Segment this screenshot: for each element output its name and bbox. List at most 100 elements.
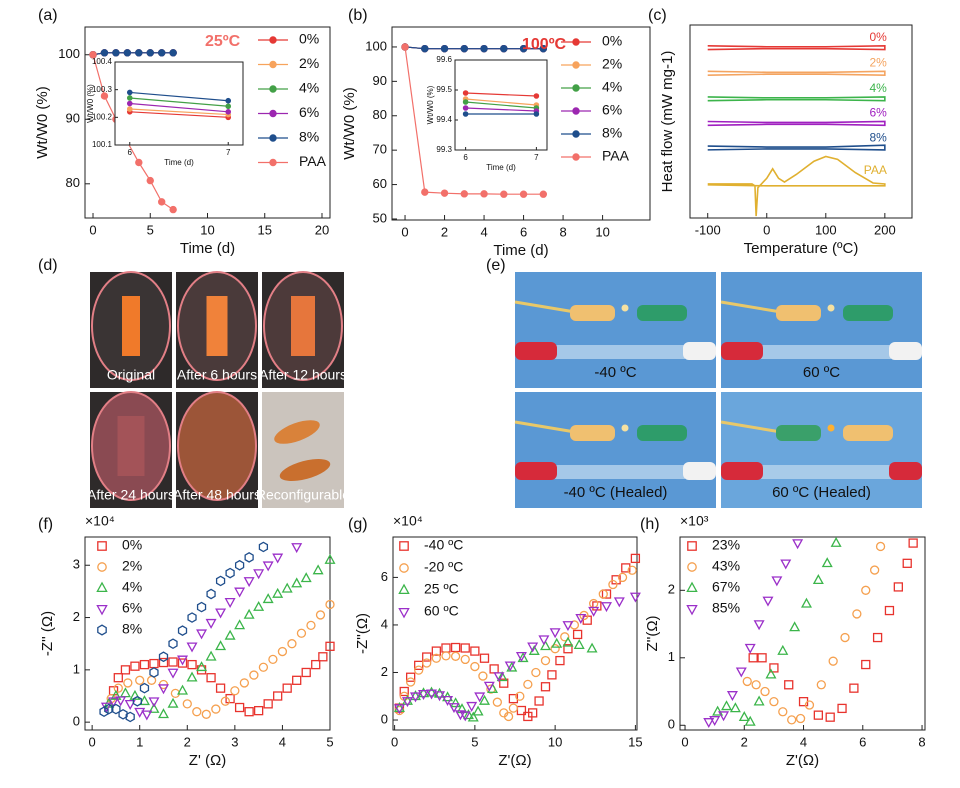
gel-strip <box>555 465 685 479</box>
y-axis-label: Z''(Ω) <box>644 615 661 651</box>
wire <box>720 300 782 314</box>
series-line <box>129 91 229 102</box>
y-tick-label: 100.2 <box>92 112 113 121</box>
scatter-point <box>608 579 618 590</box>
scatter-point <box>861 585 871 595</box>
data-point <box>539 190 548 198</box>
scatter-point <box>113 683 123 693</box>
x-axis-label: Time (d) <box>164 158 194 167</box>
data-point <box>135 49 143 57</box>
scatter-point <box>450 642 461 653</box>
data-point <box>123 49 132 57</box>
series-line <box>465 92 537 97</box>
curve-label: 6% <box>869 106 887 120</box>
scatter-point <box>872 632 883 643</box>
wire <box>514 420 576 434</box>
x-tick-label: 4 <box>480 224 487 239</box>
x-tick-label: 2 <box>741 734 748 749</box>
scatter-point <box>129 689 141 700</box>
photo <box>721 272 922 388</box>
scatter-point <box>499 678 509 688</box>
panel-label: (a) <box>38 7 58 24</box>
y-tick-label: 50 <box>373 210 387 225</box>
scatter-point <box>291 577 303 588</box>
hydrogel-sample <box>122 296 140 356</box>
scatter-point <box>709 716 721 727</box>
x-tick-label: 15 <box>628 734 642 749</box>
scatter-point <box>753 695 765 706</box>
x-tick-label: 0 <box>681 734 688 749</box>
scatter-point <box>301 667 311 678</box>
data-point <box>440 189 449 197</box>
y-tick-label: 3 <box>73 557 80 572</box>
scatter-point <box>534 696 544 706</box>
scatter-point <box>401 697 413 708</box>
clip <box>683 462 716 480</box>
scatter-point <box>230 686 240 696</box>
scatter-point <box>852 609 862 619</box>
scatter-point <box>249 670 259 680</box>
y-axis-label: Heat flow (mW mg-1) <box>659 51 676 193</box>
scatter-point <box>224 598 236 609</box>
scatter-point <box>273 691 283 701</box>
y-tick-label: 60 <box>373 176 387 191</box>
scatter-point <box>244 707 254 717</box>
scatter-point <box>234 619 246 630</box>
scatter-point <box>149 667 159 678</box>
scatter-point <box>205 618 217 629</box>
scatter-point <box>531 667 541 678</box>
series-line <box>707 120 886 127</box>
legend-marker <box>96 581 108 593</box>
y-tick-label: 0 <box>668 717 675 732</box>
scatter-point <box>849 683 859 693</box>
y-axis-label: Wt/W0 (%) <box>34 86 51 159</box>
data-point <box>480 44 488 53</box>
scatter-point <box>234 702 245 713</box>
x-axis-label: Time (d) <box>493 242 548 259</box>
scatter-point <box>262 593 274 604</box>
scatter-point <box>215 575 226 587</box>
clip <box>776 305 821 321</box>
scatter-point <box>110 689 122 700</box>
scatter-point <box>414 660 424 670</box>
photo-caption: 60 ºC <box>803 364 840 381</box>
x-tick-label: 7 <box>534 153 539 162</box>
x-axis-label: Time (d) <box>486 163 516 172</box>
scatter-point <box>434 691 446 702</box>
scatter-point <box>787 715 797 725</box>
scatter-point <box>515 691 525 701</box>
scatter-point <box>196 629 208 640</box>
scatter-point <box>586 642 598 653</box>
scatter-point <box>225 567 235 579</box>
scatter-point <box>506 661 518 672</box>
x-tick-label: 100 <box>815 222 837 237</box>
scatter-point <box>281 582 293 593</box>
scatter-point <box>821 557 833 568</box>
scatter-point <box>187 659 197 670</box>
scatter-point <box>496 671 508 682</box>
scatter-point <box>515 651 527 662</box>
legend-label: 6% <box>122 600 142 616</box>
scatter-point <box>472 705 484 716</box>
y-tick-label: 90 <box>373 73 387 88</box>
scatter-point <box>523 679 533 690</box>
legend-marker <box>269 158 277 167</box>
legend-marker <box>572 61 580 69</box>
data-point <box>519 190 528 198</box>
scatter-point <box>157 684 169 695</box>
x-tick-label: 8 <box>918 734 925 749</box>
legend-marker <box>96 604 108 616</box>
scatter-point <box>771 576 783 587</box>
scatter-point <box>244 552 254 563</box>
scatter-point <box>563 644 573 654</box>
scatter-point <box>292 675 302 685</box>
scatter-point <box>124 699 136 710</box>
scatter-point <box>205 650 217 661</box>
scatter-point <box>125 711 135 723</box>
legend-label: 0% <box>122 537 142 553</box>
scatter-point <box>579 610 589 621</box>
scatter-point <box>182 699 192 709</box>
legend-label: 60 ºC <box>424 603 459 619</box>
